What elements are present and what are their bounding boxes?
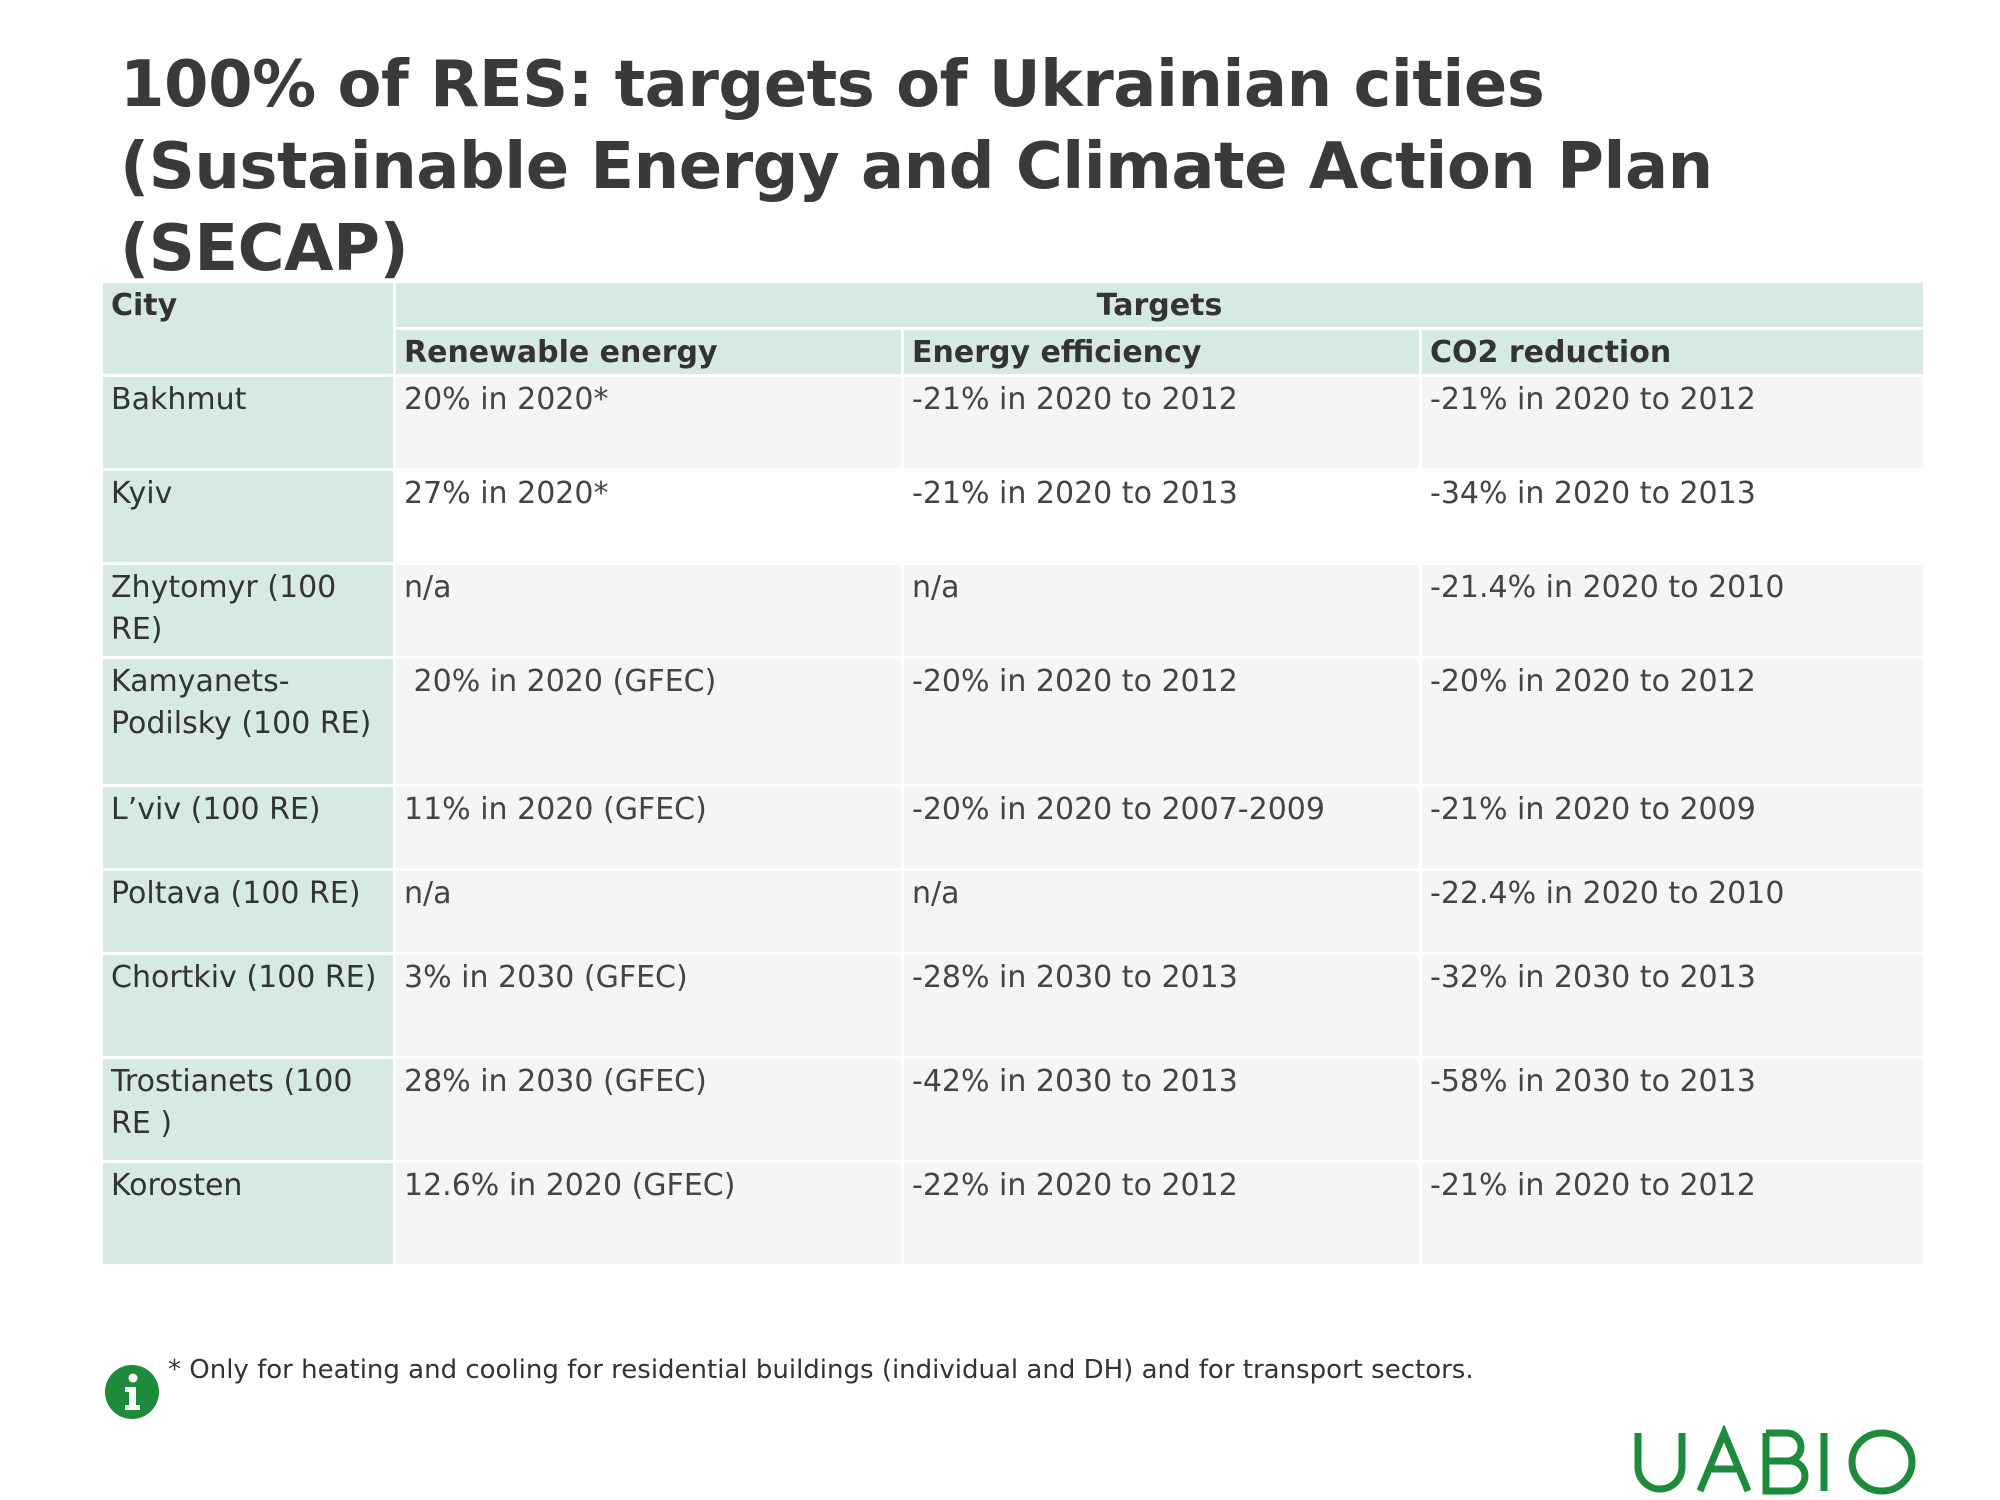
cell-renewable: n/a bbox=[393, 868, 904, 955]
header-targets: Targets bbox=[393, 280, 1926, 330]
info-icon bbox=[105, 1365, 159, 1419]
table-row: Poltava (100 RE) n/a n/a -22.4% in 2020 … bbox=[100, 868, 1926, 955]
table-row: Korosten 12.6% in 2020 (GFEC) -22% in 20… bbox=[100, 1160, 1926, 1267]
header-energy-efficiency: Energy efficiency bbox=[901, 327, 1422, 377]
cell-renewable: 11% in 2020 (GFEC) bbox=[393, 784, 904, 871]
cell-city: Zhytomyr (100 RE) bbox=[100, 562, 396, 659]
cell-renewable: 3% in 2030 (GFEC) bbox=[393, 952, 904, 1059]
footnote-text: * Only for heating and cooling for resid… bbox=[168, 1355, 1474, 1385]
cell-efficiency: -22% in 2020 to 2012 bbox=[901, 1160, 1422, 1267]
cell-city: Kamyanets-Podilsky (100 RE) bbox=[100, 656, 396, 787]
table-row: Chortkiv (100 RE) 3% in 2030 (GFEC) -28%… bbox=[100, 952, 1926, 1059]
cell-renewable: n/a bbox=[393, 562, 904, 659]
cell-renewable: 28% in 2030 (GFEC) bbox=[393, 1056, 904, 1163]
targets-table: City Targets Renewable energy Energy eff… bbox=[100, 280, 1926, 1267]
cell-efficiency: -20% in 2020 to 2007-2009 bbox=[901, 784, 1422, 871]
table-header-row-2: Renewable energy Energy efficiency CO2 r… bbox=[102, 327, 1926, 377]
cell-co2: -32% in 2030 to 2013 bbox=[1419, 952, 1926, 1059]
cell-efficiency: -21% in 2020 to 2012 bbox=[901, 374, 1422, 471]
cell-renewable: 27% in 2020* bbox=[393, 468, 904, 565]
cell-efficiency: -42% in 2030 to 2013 bbox=[901, 1056, 1422, 1163]
header-renewable-energy: Renewable energy bbox=[393, 327, 904, 377]
cell-city: Poltava (100 RE) bbox=[100, 868, 396, 955]
cell-efficiency: -21% in 2020 to 2013 bbox=[901, 468, 1422, 565]
page-title: 100% of RES: targets of Ukrainian cities… bbox=[120, 48, 1713, 286]
cell-efficiency: -20% in 2020 to 2012 bbox=[901, 656, 1422, 787]
cell-renewable: 12.6% in 2020 (GFEC) bbox=[393, 1160, 904, 1267]
cell-efficiency: n/a bbox=[901, 868, 1422, 955]
table-row: L’viv (100 RE) 11% in 2020 (GFEC) -20% i… bbox=[100, 784, 1926, 871]
cell-city: Kyiv bbox=[100, 468, 396, 565]
uabio-logo bbox=[1634, 1425, 1916, 1495]
cell-co2: -58% in 2030 to 2013 bbox=[1419, 1056, 1926, 1163]
table-header-row-1: City Targets bbox=[100, 280, 1926, 377]
cell-city: L’viv (100 RE) bbox=[100, 784, 396, 871]
cell-city: Chortkiv (100 RE) bbox=[100, 952, 396, 1059]
header-city: City bbox=[100, 280, 396, 377]
cell-co2: -21.4% in 2020 to 2010 bbox=[1419, 562, 1926, 659]
table-row: Zhytomyr (100 RE) n/a n/a -21.4% in 2020… bbox=[100, 562, 1926, 659]
cell-efficiency: n/a bbox=[901, 562, 1422, 659]
cell-co2: -21% in 2020 to 2012 bbox=[1419, 374, 1926, 471]
cell-efficiency: -28% in 2030 to 2013 bbox=[901, 952, 1422, 1059]
table-row: Kyiv 27% in 2020* -21% in 2020 to 2013 -… bbox=[100, 468, 1926, 565]
cell-co2: -20% in 2020 to 2012 bbox=[1419, 656, 1926, 787]
table-row: Trostianets (100 RE ) 28% in 2030 (GFEC)… bbox=[100, 1056, 1926, 1163]
cell-co2: -21% in 2020 to 2012 bbox=[1419, 1160, 1926, 1267]
cell-co2: -34% in 2020 to 2013 bbox=[1419, 468, 1926, 565]
header-co2-reduction: CO2 reduction bbox=[1419, 327, 1926, 377]
cell-renewable: 20% in 2020* bbox=[393, 374, 904, 471]
table-row: Kamyanets-Podilsky (100 RE) 20% in 2020 … bbox=[100, 656, 1926, 787]
cell-city: Korosten bbox=[100, 1160, 396, 1267]
cell-city: Trostianets (100 RE ) bbox=[100, 1056, 396, 1163]
cell-co2: -21% in 2020 to 2009 bbox=[1419, 784, 1926, 871]
cell-renewable: 20% in 2020 (GFEC) bbox=[393, 656, 904, 787]
table-row: Bakhmut 20% in 2020* -21% in 2020 to 201… bbox=[100, 374, 1926, 471]
cell-city: Bakhmut bbox=[100, 374, 396, 471]
cell-co2: -22.4% in 2020 to 2010 bbox=[1419, 868, 1926, 955]
